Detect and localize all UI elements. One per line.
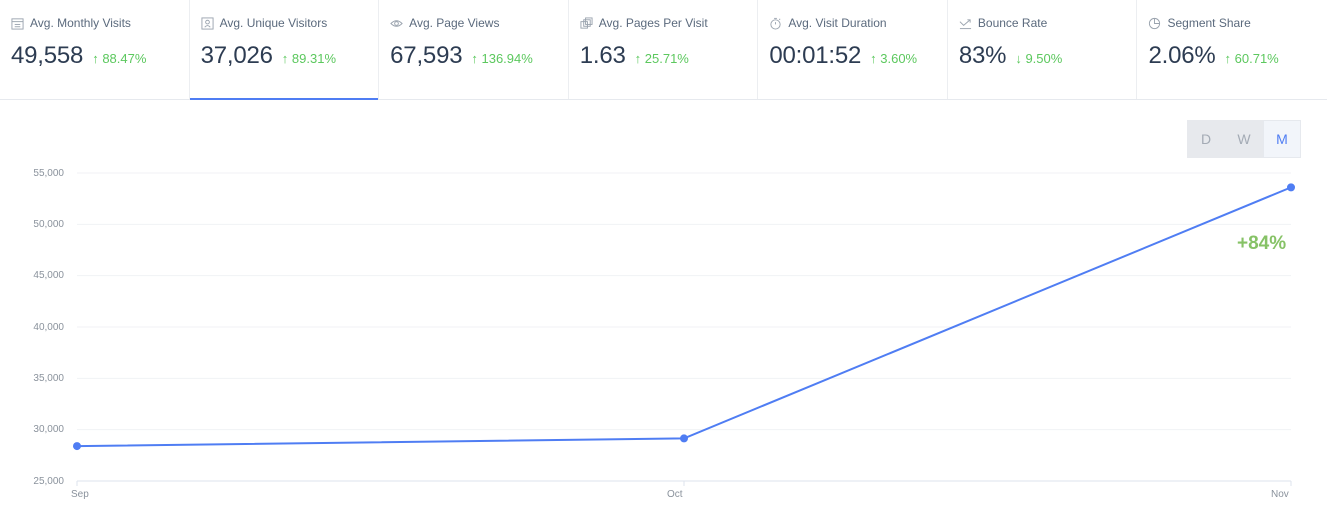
metric-value: 37,026 xyxy=(200,42,273,69)
metric-label: Bounce Rate xyxy=(977,16,1048,30)
metric-label: Avg. Monthly Visits xyxy=(30,16,131,30)
granularity-week-button[interactable]: W xyxy=(1237,131,1251,147)
metric-value: 00:01:52 xyxy=(769,42,862,69)
x-tick: Nov xyxy=(1271,489,1289,500)
metric-value: 1.63 xyxy=(579,42,626,69)
metric-change: ↑ 3.60% xyxy=(870,51,918,66)
metric-visit-duration[interactable]: Avg. Visit Duration 00:01:52 ↑ 3.60% xyxy=(758,0,948,99)
y-tick: 40,000 xyxy=(33,322,64,333)
metric-label: Avg. Unique Visitors xyxy=(219,16,328,30)
metric-label: Avg. Visit Duration xyxy=(788,16,887,30)
metric-label: Segment Share xyxy=(1167,16,1251,30)
x-tick: Sep xyxy=(71,489,89,500)
metric-change: ↓ 9.50% xyxy=(1015,51,1063,66)
metric-change: ↑ 60.71% xyxy=(1224,51,1279,66)
granularity-month-button[interactable]: M xyxy=(1263,120,1301,158)
data-point[interactable] xyxy=(680,434,688,443)
metric-label: Avg. Page Views xyxy=(409,16,500,30)
y-tick: 25,000 xyxy=(33,476,64,487)
metric-change: ↑ 136.94% xyxy=(471,51,533,66)
metric-value: 49,558 xyxy=(11,42,84,69)
user-id-icon xyxy=(201,16,214,30)
metric-segment-share[interactable]: Segment Share 2.06% ↑ 60.71% xyxy=(1137,0,1327,99)
pie-icon xyxy=(1149,17,1161,29)
metric-monthly-visits[interactable]: Avg. Monthly Visits 49,558 ↑ 88.47% xyxy=(0,0,190,99)
granularity-toggle: D W M xyxy=(1187,120,1301,158)
metric-change: ↑ 25.71% xyxy=(634,51,689,66)
metrics-bar: Avg. Monthly Visits 49,558 ↑ 88.47% Avg. … xyxy=(0,0,1327,100)
bounce-icon xyxy=(959,18,971,29)
metric-pages-per-visit[interactable]: Avg. Pages Per Visit 1.63 ↑ 25.71% xyxy=(569,0,759,99)
change-annotation: +84% xyxy=(1237,233,1287,254)
metric-unique-visitors[interactable]: Avg. Unique Visitors 37,026 ↑ 89.31% xyxy=(189,0,380,100)
metric-label: Avg. Pages Per Visit xyxy=(598,16,708,30)
metric-bounce-rate[interactable]: Bounce Rate 83% ↓ 9.50% xyxy=(948,0,1138,99)
x-tick: Oct xyxy=(667,489,683,500)
metric-value: 67,593 xyxy=(390,42,463,69)
metric-value: 2.06% xyxy=(1148,42,1216,69)
y-tick: 45,000 xyxy=(33,270,64,281)
granularity-day-button[interactable]: D xyxy=(1200,131,1212,147)
y-tick: 50,000 xyxy=(33,219,64,230)
metric-change: ↑ 88.47% xyxy=(92,51,147,66)
metric-page-views[interactable]: Avg. Page Views 67,593 ↑ 136.94% xyxy=(379,0,569,99)
data-point[interactable] xyxy=(73,442,81,451)
y-tick: 55,000 xyxy=(33,168,64,179)
stopwatch-icon xyxy=(770,17,781,30)
y-tick: 35,000 xyxy=(33,373,64,384)
pages-icon xyxy=(580,16,593,29)
data-point[interactable] xyxy=(1287,183,1295,192)
metric-value: 83% xyxy=(958,42,1007,69)
metric-change: ↑ 89.31% xyxy=(281,51,336,66)
y-tick: 30,000 xyxy=(33,424,64,435)
eye-icon xyxy=(390,19,403,27)
calendar-icon xyxy=(11,17,24,30)
